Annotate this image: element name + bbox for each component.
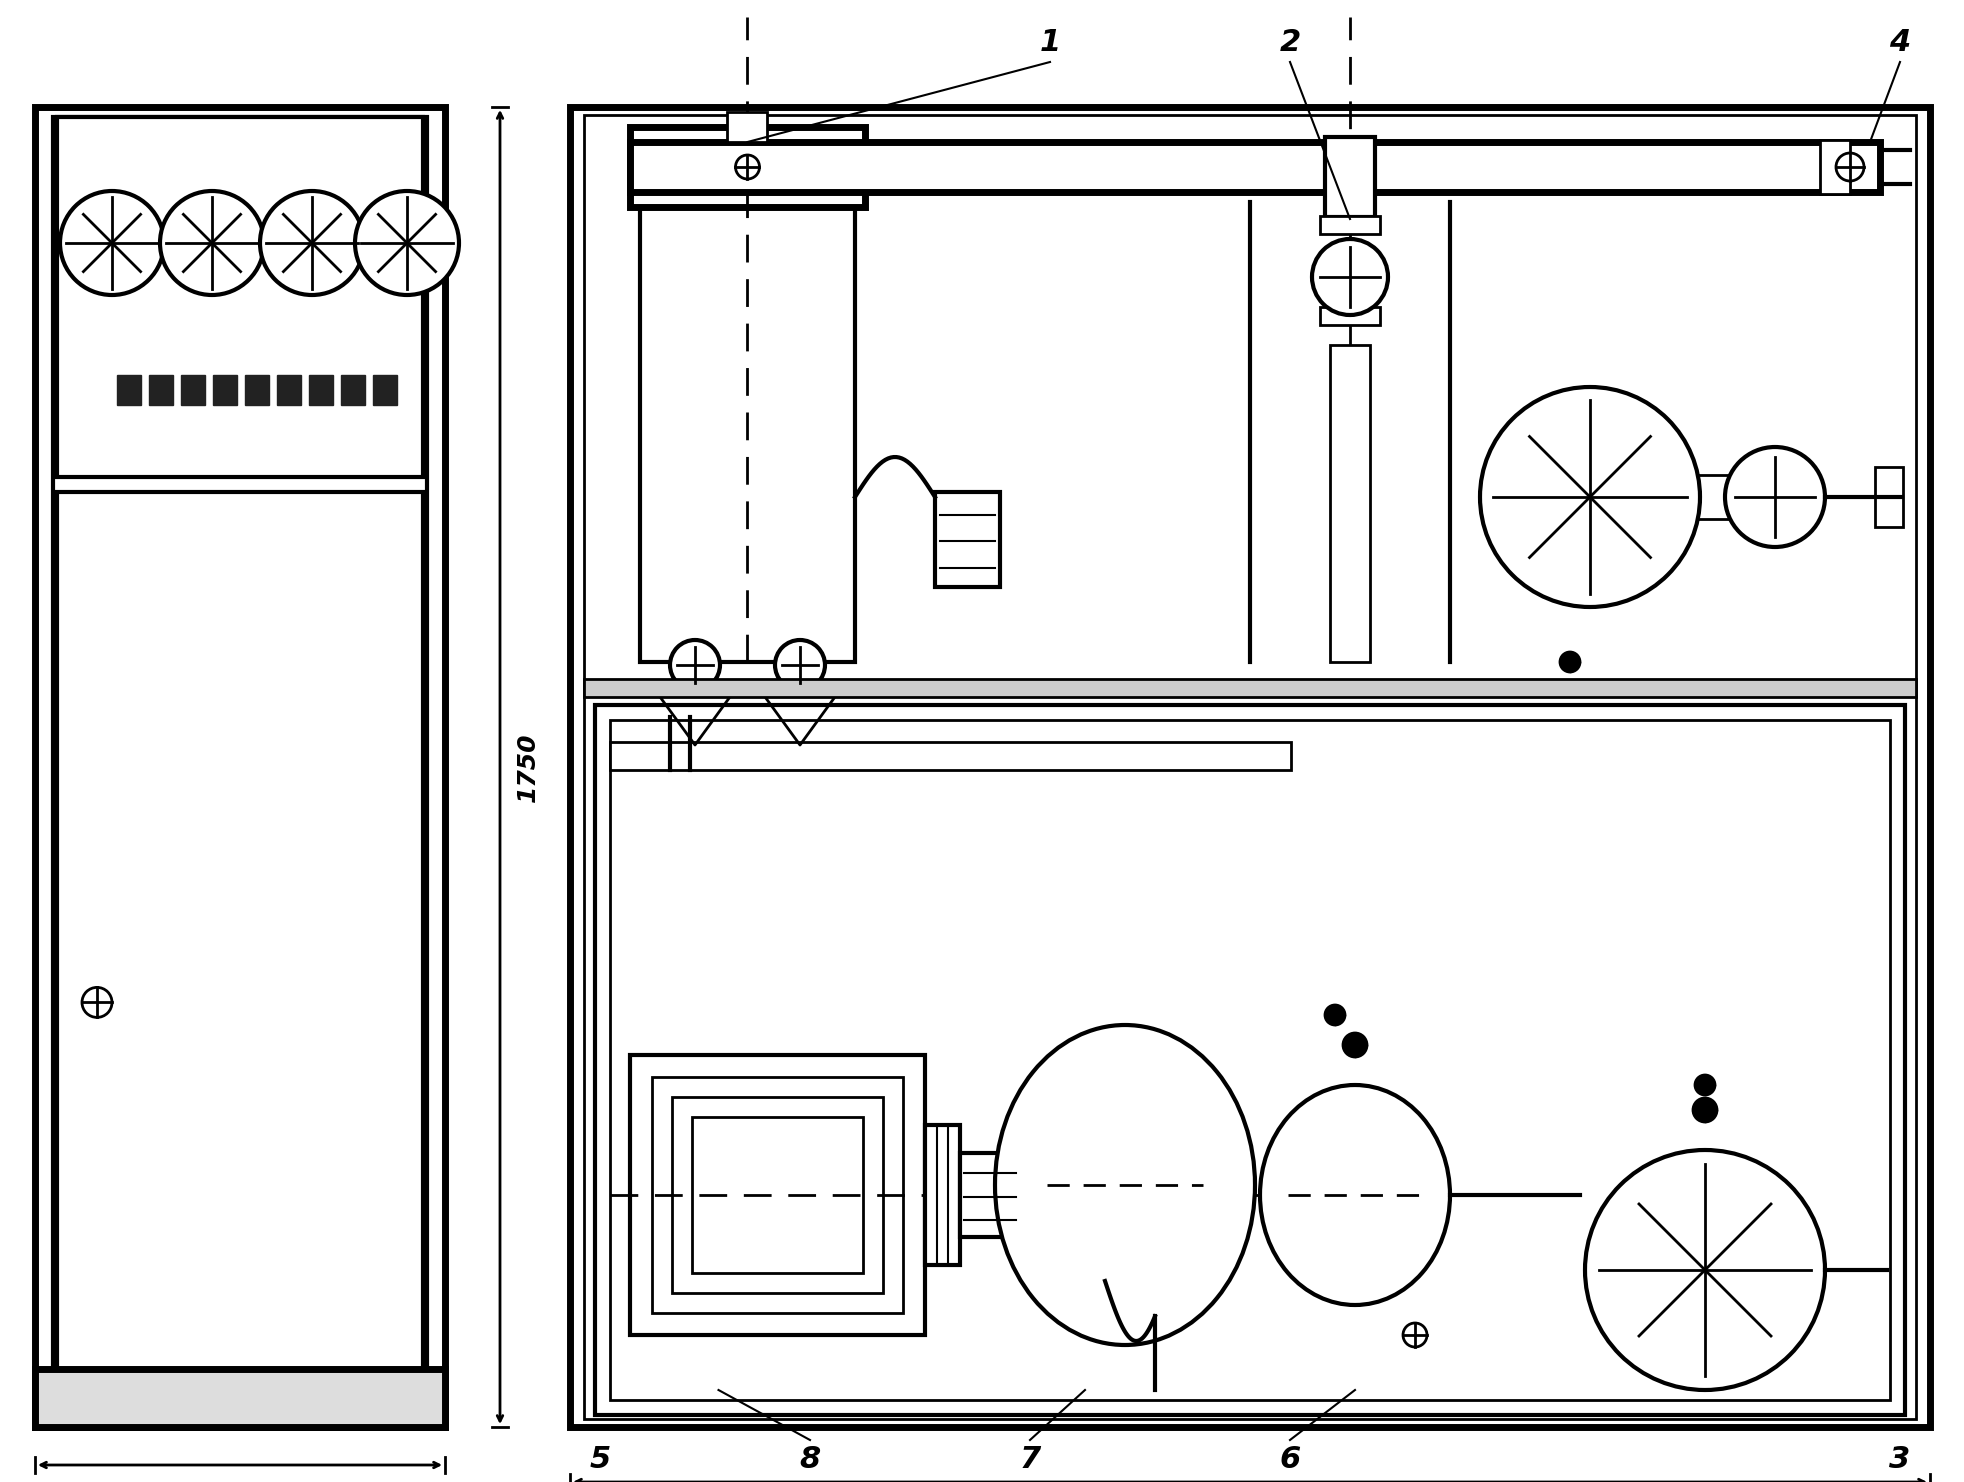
Circle shape <box>735 156 760 179</box>
Bar <box>342 375 365 405</box>
Circle shape <box>1559 652 1579 671</box>
Circle shape <box>1481 387 1701 608</box>
Bar <box>53 117 426 1417</box>
Bar <box>1320 216 1381 234</box>
Circle shape <box>1343 1033 1367 1057</box>
Bar <box>630 142 1880 193</box>
Bar <box>246 375 269 405</box>
Bar <box>1689 476 1779 519</box>
Bar <box>630 127 864 207</box>
Bar <box>57 117 422 477</box>
Bar <box>583 679 1917 697</box>
Circle shape <box>1724 448 1825 547</box>
Bar <box>925 1125 960 1266</box>
Bar <box>277 375 300 405</box>
Circle shape <box>1693 1098 1717 1122</box>
Circle shape <box>159 191 263 295</box>
Text: 1750: 1750 <box>517 732 540 802</box>
Bar <box>1326 136 1375 216</box>
Bar <box>691 1117 862 1273</box>
Bar <box>1821 139 1850 194</box>
Circle shape <box>776 640 825 691</box>
Text: 4: 4 <box>1889 28 1911 56</box>
Bar <box>181 375 204 405</box>
Bar <box>630 1055 925 1335</box>
Circle shape <box>1312 239 1389 316</box>
Text: 7: 7 <box>1019 1445 1041 1475</box>
Bar <box>595 705 1905 1415</box>
Bar <box>727 113 768 142</box>
Bar <box>1876 467 1903 528</box>
Text: 1: 1 <box>1039 28 1061 56</box>
Bar <box>373 375 397 405</box>
Bar <box>118 375 141 405</box>
Circle shape <box>355 191 460 295</box>
Bar <box>611 742 1290 771</box>
Ellipse shape <box>996 1026 1255 1346</box>
Text: 2: 2 <box>1279 28 1300 56</box>
Text: 3: 3 <box>1889 1445 1911 1475</box>
Bar <box>212 375 238 405</box>
Bar <box>611 720 1889 1400</box>
Bar <box>1330 345 1371 662</box>
Polygon shape <box>656 691 735 745</box>
Circle shape <box>1402 1323 1428 1347</box>
Text: 6: 6 <box>1279 1445 1300 1475</box>
Circle shape <box>82 987 112 1018</box>
Text: 8: 8 <box>799 1445 821 1475</box>
Bar <box>570 107 1931 1427</box>
Bar <box>960 1153 1019 1237</box>
Bar <box>652 1077 903 1313</box>
Bar <box>35 107 446 1427</box>
Bar <box>149 375 173 405</box>
Circle shape <box>1836 153 1864 181</box>
Circle shape <box>670 640 721 691</box>
Circle shape <box>1695 1074 1715 1095</box>
Circle shape <box>61 191 165 295</box>
Bar <box>935 492 1000 587</box>
Bar <box>640 202 854 662</box>
Bar <box>1320 307 1381 325</box>
Polygon shape <box>760 691 841 745</box>
Bar <box>35 1369 446 1427</box>
Bar <box>583 116 1917 1418</box>
Ellipse shape <box>1261 1085 1449 1306</box>
Circle shape <box>1585 1150 1825 1390</box>
Circle shape <box>259 191 363 295</box>
Bar <box>57 492 422 1372</box>
Text: 5: 5 <box>589 1445 611 1475</box>
Circle shape <box>1326 1005 1345 1026</box>
Bar <box>672 1097 884 1292</box>
Bar <box>308 375 334 405</box>
